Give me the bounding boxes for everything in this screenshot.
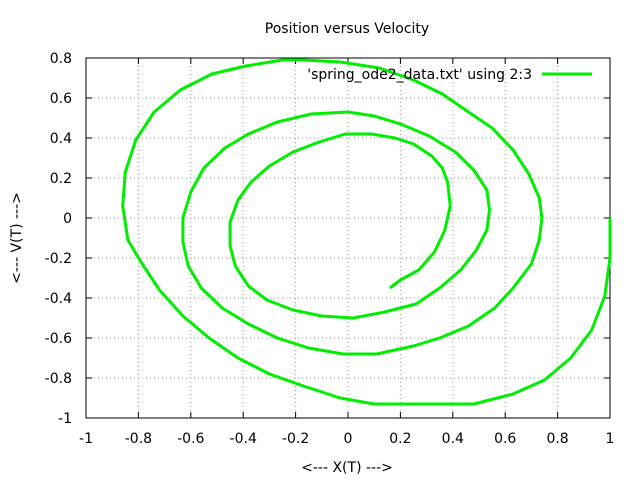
x-tick-label: 0.4 <box>442 431 464 447</box>
y-tick-labels: -1 -0.8 -0.6 -0.4 -0.2 0 0.2 0.4 0.6 0.8 <box>45 51 72 427</box>
y-tick-label: -0.4 <box>45 291 72 307</box>
grid <box>86 58 610 418</box>
y-tick-label: -1 <box>58 411 72 427</box>
legend: 'spring_ode2_data.txt' using 2:3 <box>307 67 592 83</box>
x-tick-label: 0 <box>344 431 353 447</box>
chart-title: Position versus Velocity <box>265 21 429 37</box>
x-tick-label: 1 <box>606 431 615 447</box>
x-tick-label: -0.8 <box>125 431 152 447</box>
ticks <box>85 57 611 419</box>
y-axis-title: <--- V(T) ---> <box>9 192 25 284</box>
y-tick-label: -0.6 <box>45 331 72 347</box>
series-line <box>121 58 612 406</box>
series <box>121 58 612 406</box>
x-tick-labels: -1 -0.8 -0.6 -0.4 -0.2 0 0.2 0.4 0.6 0.8 1 <box>79 431 614 447</box>
legend-label: 'spring_ode2_data.txt' using 2:3 <box>307 67 532 83</box>
y-tick-label: -0.2 <box>45 251 72 267</box>
y-tick-label: 0.6 <box>50 91 72 107</box>
x-tick-label: -0.6 <box>177 431 204 447</box>
y-tick-label: 0.8 <box>50 51 72 67</box>
y-tick-label: -0.8 <box>45 371 72 387</box>
y-tick-label: 0 <box>63 211 72 227</box>
x-tick-label: 0.2 <box>389 431 411 447</box>
x-tick-label: -1 <box>79 431 93 447</box>
x-tick-label: -0.4 <box>230 431 257 447</box>
x-tick-label: -0.2 <box>282 431 309 447</box>
x-tick-label: 0.6 <box>494 431 516 447</box>
x-axis-title: <--- X(T) ---> <box>301 460 393 476</box>
y-tick-label: 0.4 <box>50 131 72 147</box>
y-tick-label: 0.2 <box>50 171 72 187</box>
x-tick-label: 0.8 <box>546 431 568 447</box>
